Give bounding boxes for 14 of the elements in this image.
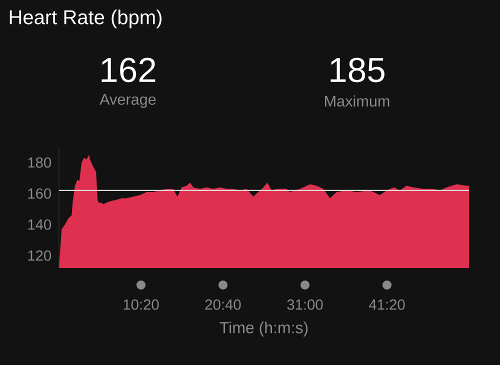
text: Average [100,94,156,108]
y-tick-label: 180 [28,157,52,168]
chart-title: Heart Rate (bpm) [10,10,162,28]
y-tick-label: 120 [28,250,52,261]
x-tick-label: 31:00 [287,299,323,310]
y-tick-label: 140 [28,219,52,230]
x-axis-title: Time (h:m:s) [220,322,308,336]
text: 185 [330,58,384,82]
x-tick-label: 20:40 [205,299,241,310]
text: 162 [102,58,156,82]
text: Maximum [325,95,390,107]
x-tick-label: 10:20 [124,299,159,310]
y-tick-label: 160 [28,188,52,199]
x-tick-label: 41:20 [368,299,405,310]
